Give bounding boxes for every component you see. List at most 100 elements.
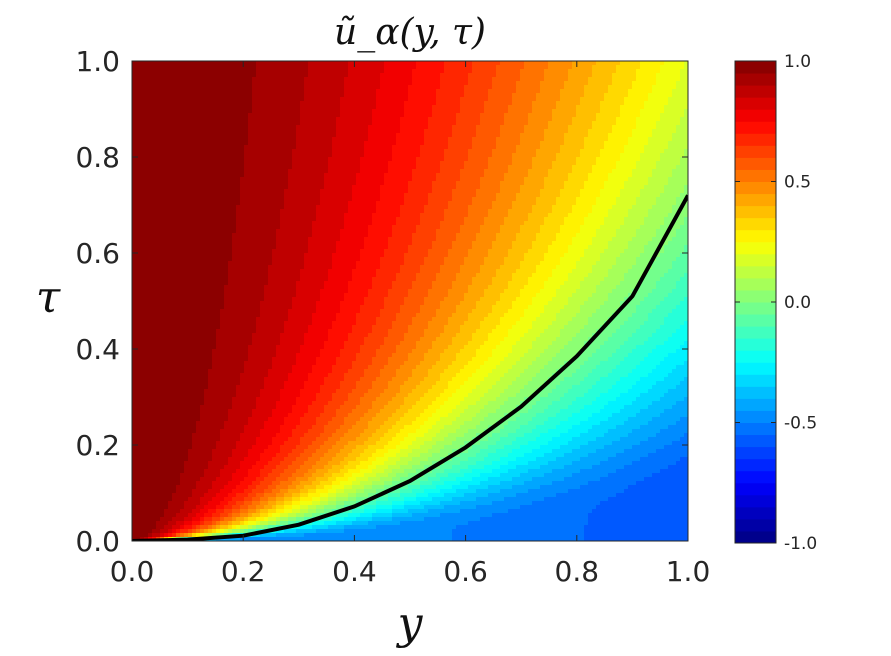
heatmap-cell xyxy=(376,157,381,162)
heatmap-cell xyxy=(148,113,153,118)
heatmap-cell xyxy=(448,145,453,150)
heatmap-cell xyxy=(532,97,537,102)
heatmap-cell xyxy=(448,117,453,122)
heatmap-cell xyxy=(200,101,205,106)
heatmap-cell xyxy=(608,113,613,118)
heatmap-cell xyxy=(400,129,405,134)
heatmap-cell xyxy=(628,61,633,66)
heatmap-cell xyxy=(436,89,441,94)
heatmap-cell xyxy=(268,165,273,170)
heatmap-cell xyxy=(268,77,273,82)
heatmap-cell xyxy=(508,161,513,166)
heatmap-cell xyxy=(400,149,405,154)
heatmap-cell xyxy=(624,177,629,182)
heatmap-cell xyxy=(564,197,569,202)
heatmap-cell xyxy=(136,181,141,186)
heatmap-cell xyxy=(480,65,485,70)
heatmap-cell xyxy=(408,61,413,66)
heatmap-cell xyxy=(280,77,285,82)
heatmap-cell xyxy=(208,189,213,194)
heatmap-cell xyxy=(348,161,353,166)
heatmap-cell xyxy=(420,109,425,114)
heatmap-cell xyxy=(444,193,449,198)
heatmap-cell xyxy=(628,153,633,158)
heatmap-cell xyxy=(164,153,169,158)
heatmap-cell xyxy=(468,153,473,158)
heatmap-cell xyxy=(644,173,649,178)
heatmap-cell xyxy=(284,65,289,70)
heatmap-cell xyxy=(388,185,393,190)
heatmap-cell xyxy=(616,113,621,118)
heatmap-cell xyxy=(468,61,473,66)
heatmap-cell xyxy=(392,193,397,198)
heatmap-cell xyxy=(416,165,421,170)
heatmap-cell xyxy=(656,97,661,102)
heatmap-cell xyxy=(676,141,681,146)
heatmap-cell xyxy=(656,105,661,110)
heatmap-cell xyxy=(488,149,493,154)
heatmap-cell xyxy=(444,93,449,98)
heatmap-cell xyxy=(580,133,585,138)
heatmap-cell xyxy=(312,61,317,66)
heatmap-cell xyxy=(452,165,457,170)
heatmap-cell xyxy=(496,201,501,206)
heatmap-cell xyxy=(184,129,189,134)
heatmap-cell xyxy=(360,121,365,126)
heatmap-cell xyxy=(656,145,661,150)
heatmap-cell xyxy=(384,177,389,182)
heatmap-cell xyxy=(540,69,545,74)
heatmap-cell xyxy=(336,141,341,146)
heatmap-cell xyxy=(396,145,401,150)
heatmap-cell xyxy=(228,193,233,198)
heatmap-cell xyxy=(640,157,645,162)
heatmap-cell xyxy=(568,89,573,94)
heatmap-cell xyxy=(508,169,513,174)
heatmap-cell xyxy=(544,125,549,130)
heatmap-cell xyxy=(600,145,605,150)
heatmap-cell xyxy=(556,77,561,82)
heatmap-cell xyxy=(204,93,209,98)
heatmap-cell xyxy=(140,89,145,94)
heatmap-cell xyxy=(336,169,341,174)
heatmap-cell xyxy=(480,125,485,130)
heatmap-cell xyxy=(600,69,605,74)
heatmap-cell xyxy=(648,109,653,114)
heatmap-cell xyxy=(468,121,473,126)
heatmap-cell xyxy=(428,189,433,194)
heatmap-cell xyxy=(372,105,377,110)
heatmap-cell xyxy=(560,61,565,66)
heatmap-cell xyxy=(264,97,269,102)
heatmap-cell xyxy=(320,69,325,74)
heatmap-cell xyxy=(548,145,553,150)
heatmap-cell xyxy=(184,93,189,98)
heatmap-cell xyxy=(376,153,381,158)
heatmap-cell xyxy=(464,89,469,94)
heatmap-cell xyxy=(496,161,501,166)
heatmap-cell xyxy=(356,61,361,66)
heatmap-cell xyxy=(572,101,577,106)
heatmap-cell xyxy=(268,125,273,130)
heatmap-cell xyxy=(444,201,449,206)
heatmap-cell xyxy=(540,185,545,190)
heatmap-cell xyxy=(408,65,413,70)
heatmap-cell xyxy=(524,125,529,130)
heatmap-cell xyxy=(536,121,541,126)
heatmap-cell xyxy=(180,65,185,70)
heatmap-cell xyxy=(288,193,293,198)
heatmap-cell xyxy=(436,117,441,122)
heatmap-cell xyxy=(432,73,437,78)
heatmap-cell xyxy=(456,201,461,206)
heatmap-cell xyxy=(520,129,525,134)
heatmap-cell xyxy=(392,121,397,126)
heatmap-cell xyxy=(568,177,573,182)
heatmap-cell xyxy=(440,129,445,134)
heatmap-cell xyxy=(176,153,181,158)
heatmap-cell xyxy=(320,61,325,66)
heatmap-cell xyxy=(440,169,445,174)
heatmap-cell xyxy=(220,189,225,194)
heatmap-cell xyxy=(300,61,305,66)
heatmap-cell xyxy=(180,73,185,78)
heatmap-cell xyxy=(592,157,597,162)
heatmap-cell xyxy=(368,105,373,110)
heatmap-cell xyxy=(636,145,641,150)
